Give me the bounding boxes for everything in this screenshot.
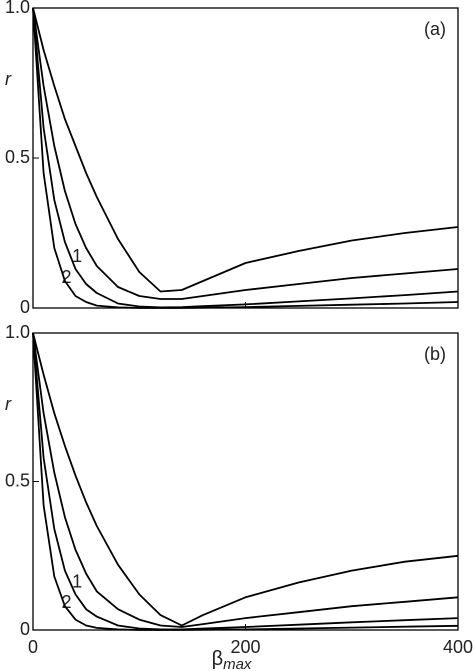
curve — [32, 7, 459, 293]
curve-label: 2 — [61, 592, 71, 612]
curve-label: 1 — [72, 246, 82, 266]
curve — [32, 332, 459, 631]
panel-label: (a) — [424, 19, 446, 39]
curve — [32, 332, 459, 628]
panel-label: (b) — [424, 344, 446, 364]
curve — [32, 7, 459, 309]
curve-label: 1 — [72, 571, 82, 591]
x-tick-label: 0 — [28, 637, 38, 657]
x-tick-label: 400 — [443, 637, 473, 657]
curve — [32, 332, 459, 631]
y-tick-label: 0 — [20, 297, 30, 317]
y-tick-label: 1.0 — [5, 322, 30, 342]
x-tick-label: 200 — [230, 637, 260, 657]
y-tick-label: 1.0 — [5, 0, 30, 17]
curve-label: 2 — [61, 267, 71, 287]
x-axis-label-subscript: max — [223, 656, 252, 671]
y-tick-label: 0.5 — [5, 147, 30, 167]
x-axis-label-symbol: β — [212, 648, 224, 670]
curve — [32, 7, 459, 300]
y-tick-label: 0.5 — [5, 470, 30, 490]
curve — [32, 332, 459, 627]
y-axis-label: r — [5, 69, 12, 89]
x-axis-label: βmax — [212, 648, 252, 671]
curve — [32, 7, 459, 309]
plot-frame — [32, 332, 459, 631]
y-axis-label: r — [5, 394, 12, 414]
y-tick-label: 0 — [20, 619, 30, 639]
